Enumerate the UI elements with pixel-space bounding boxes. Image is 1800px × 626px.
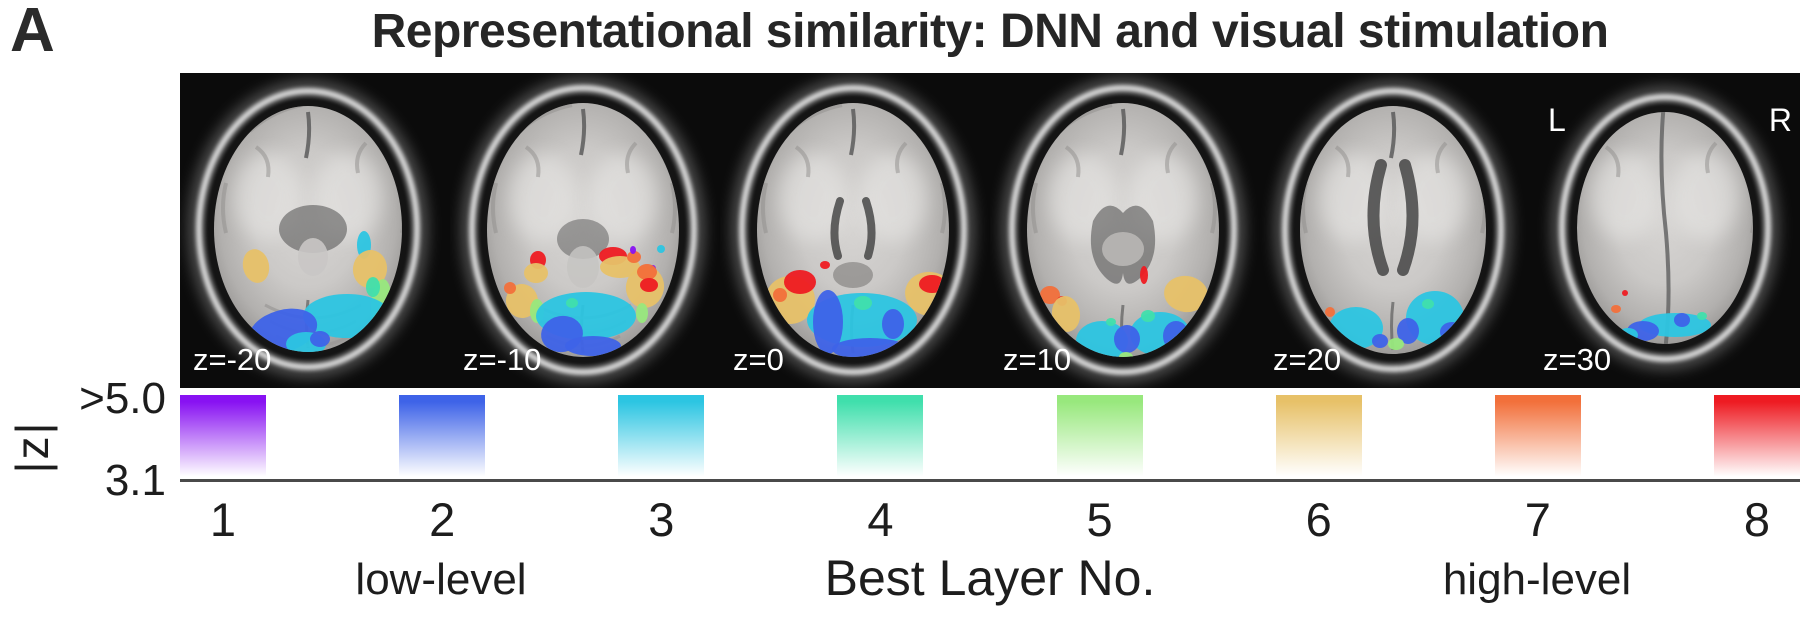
activation-blob-layer-8 bbox=[784, 270, 816, 294]
brain-strip: z=-20 z=-10 z=0 z=10 z=20 z=30 L R bbox=[180, 73, 1800, 388]
skull-ring bbox=[1009, 85, 1237, 375]
colorbar-axis-line bbox=[180, 479, 1800, 482]
colorbar-bars bbox=[180, 395, 1800, 479]
layer-number-4: 4 bbox=[867, 493, 894, 546]
activation-blob-layer-2 bbox=[1397, 318, 1419, 344]
best-layer-axis-label: Best Layer No. bbox=[824, 550, 1156, 606]
activation-blob-layer-4 bbox=[1697, 312, 1707, 320]
layer-number-6: 6 bbox=[1305, 493, 1332, 546]
brain-slice-1: z=-20 bbox=[180, 73, 450, 388]
colorbar-gradient-layer-1 bbox=[180, 395, 266, 479]
slice-z-label: z=20 bbox=[1273, 342, 1341, 377]
activation-blob-layer-4 bbox=[1106, 318, 1116, 326]
activation-blob-layer-7 bbox=[1040, 286, 1060, 304]
layer-number-5: 5 bbox=[1086, 493, 1113, 546]
activation-blob-layer-4 bbox=[566, 298, 578, 308]
activation-blob-layer-4 bbox=[366, 277, 380, 297]
orientation-left-label: L bbox=[1548, 102, 1566, 138]
colorbar-gradient-layer-5 bbox=[1056, 395, 1143, 479]
activation-blob-layer-4 bbox=[854, 296, 872, 310]
skull-ring bbox=[1282, 88, 1504, 372]
activation-blob-layer-5 bbox=[1388, 338, 1404, 350]
brain-slice-6: z=30 L R bbox=[1530, 73, 1800, 388]
layer-number-1: 1 bbox=[209, 493, 237, 546]
activation-blob-layer-6 bbox=[242, 249, 270, 283]
activation-blob-layer-8 bbox=[640, 278, 658, 292]
activation-blob-layer-6 bbox=[505, 284, 539, 318]
layer-number-7: 7 bbox=[1524, 493, 1551, 546]
colorbar-gradient-layer-2 bbox=[399, 395, 486, 479]
skull-ring bbox=[1559, 94, 1771, 362]
activation-blob-layer-7 bbox=[1325, 307, 1335, 317]
activation-blob-layer-6 bbox=[352, 250, 388, 288]
colorbar-gradient-layer-7 bbox=[1494, 395, 1581, 479]
brain-slice-2: z=-10 bbox=[450, 73, 720, 388]
brain-slice-3: z=0 bbox=[720, 73, 990, 388]
slice-z-label: z=0 bbox=[733, 342, 784, 377]
colorbar-tick-top: >5.0 bbox=[79, 374, 166, 423]
colorbar-tick-bottom: 3.1 bbox=[104, 456, 166, 505]
activation-overlay bbox=[504, 245, 665, 356]
activation-blob-layer-5 bbox=[636, 303, 648, 323]
colorbar-layer-numbers: 1 2 3 4 5 6 7 8 bbox=[180, 496, 1800, 543]
activation-blob-layer-2 bbox=[565, 336, 621, 356]
activation-blob-layer-6 bbox=[524, 263, 548, 283]
activation-blob-layer-3 bbox=[657, 245, 665, 253]
slice-z-label: z=-20 bbox=[193, 342, 271, 377]
slice-z-label: z=-10 bbox=[463, 342, 541, 377]
activation-blob-layer-8 bbox=[820, 261, 830, 269]
activation-blob-layer-7 bbox=[637, 264, 657, 280]
midbrain-shadow bbox=[279, 205, 347, 253]
activation-overlay bbox=[242, 231, 392, 352]
activation-blob-layer-2 bbox=[882, 309, 904, 339]
panel-letter: A bbox=[10, 0, 55, 65]
activation-blob-layer-7 bbox=[627, 251, 641, 263]
activation-blob-layer-2 bbox=[310, 331, 330, 347]
activation-blob-layer-2 bbox=[1372, 334, 1388, 348]
slice-z-label: z=10 bbox=[1003, 342, 1071, 377]
colorbar-y-axis-label: |z| bbox=[6, 420, 58, 474]
activation-blob-layer-7 bbox=[504, 282, 516, 294]
activation-blob-layer-7 bbox=[1611, 305, 1621, 313]
high-level-label: high-level bbox=[1442, 555, 1632, 604]
activation-blob-layer-6 bbox=[1164, 275, 1208, 313]
layer-number-8: 8 bbox=[1743, 493, 1771, 546]
activation-overlay bbox=[1040, 266, 1208, 357]
activation-blob-layer-7 bbox=[773, 288, 787, 302]
orientation-right-label: R bbox=[1769, 102, 1792, 138]
colorbar-gradient-layer-4 bbox=[837, 395, 924, 479]
skull-ring bbox=[469, 85, 697, 375]
brain-slice-4: z=10 bbox=[990, 73, 1260, 388]
activation-blob-layer-8 bbox=[1140, 266, 1148, 284]
activation-blob-layer-8 bbox=[1622, 290, 1628, 296]
slice-z-label: z=30 bbox=[1543, 342, 1611, 377]
brain-slice-5: z=20 bbox=[1260, 73, 1530, 388]
activation-blob-layer-1 bbox=[630, 246, 636, 254]
colorbar-gradient-layer-6 bbox=[1275, 395, 1362, 479]
activation-blob-layer-5 bbox=[1119, 352, 1133, 357]
activation-blob-layer-4 bbox=[1422, 299, 1434, 309]
colorbar-gradient-layer-3 bbox=[618, 395, 705, 479]
activation-blob-layer-2 bbox=[1674, 313, 1690, 327]
activation-blob-layer-2 bbox=[1114, 325, 1140, 353]
activation-blob-layer-2 bbox=[813, 290, 843, 354]
activation-blob-layer-4 bbox=[1141, 310, 1155, 322]
low-level-label: low-level bbox=[355, 555, 527, 604]
skull-ring bbox=[739, 85, 967, 375]
layer-number-2: 2 bbox=[429, 493, 456, 546]
layer-number-3: 3 bbox=[648, 493, 675, 546]
skull-ring bbox=[196, 88, 420, 370]
activation-blob-layer-6 bbox=[1051, 296, 1081, 332]
figure-title: Representational similarity: DNN and vis… bbox=[371, 5, 1609, 58]
colorbar-gradient-layer-8 bbox=[1713, 395, 1800, 479]
